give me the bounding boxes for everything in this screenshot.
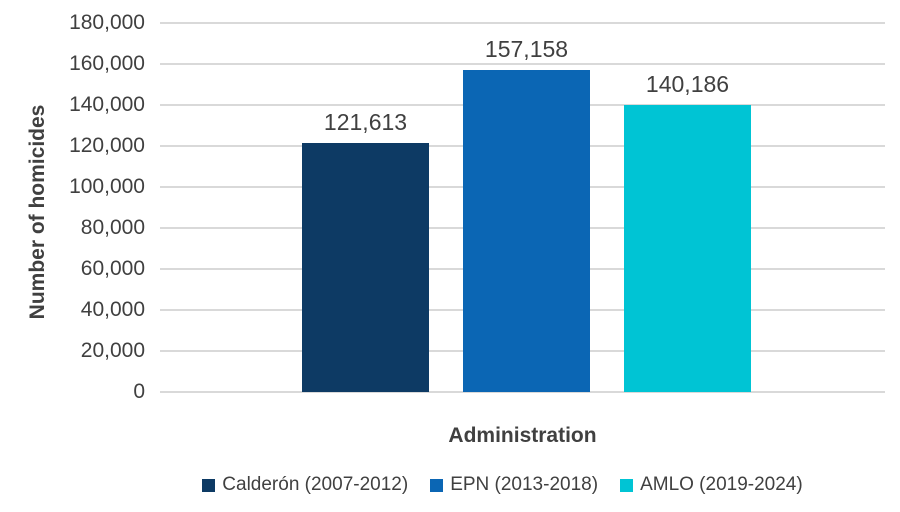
x-axis-title: Administration bbox=[448, 424, 597, 447]
bar-value-label: 121,613 bbox=[323, 108, 408, 135]
y-axis-tick-label: 160,000 bbox=[69, 52, 145, 75]
legend: Calderón (2007-2012) EPN (2013-2018) AMLO … bbox=[105, 472, 900, 498]
bar-value-label: 140,186 bbox=[645, 70, 730, 97]
legend-swatch-icon bbox=[430, 478, 444, 492]
legend-item: EPN (2013-2018) bbox=[430, 474, 598, 496]
y-axis-tick-label: 80,000 bbox=[80, 216, 145, 239]
y-axis-tick-label: 60,000 bbox=[80, 257, 145, 280]
y-axis-tick-label: 40,000 bbox=[80, 298, 145, 321]
legend-item: AMLO (2019-2024) bbox=[620, 474, 803, 496]
legend-swatch-icon bbox=[620, 478, 634, 492]
y-axis-tick-label: 180,000 bbox=[69, 11, 145, 34]
gridline bbox=[160, 63, 885, 65]
bar-value-label: 157,158 bbox=[484, 35, 569, 62]
gridline bbox=[160, 22, 885, 24]
y-axis-tick-label: 0 bbox=[133, 380, 145, 403]
y-axis-tick-label: 20,000 bbox=[80, 339, 145, 362]
y-axis-tick-label: 120,000 bbox=[69, 134, 145, 157]
y-axis-tick-label: 100,000 bbox=[69, 175, 145, 198]
legend-swatch-icon bbox=[202, 478, 216, 492]
bar-2 bbox=[463, 69, 590, 392]
plot-area: 121,613 157,158 140,186 bbox=[160, 22, 885, 393]
legend-item: Calderón (2007-2012) bbox=[202, 474, 408, 496]
legend-label: AMLO (2019-2024) bbox=[640, 474, 803, 495]
gridline bbox=[160, 391, 885, 393]
legend-label: EPN (2013-2018) bbox=[450, 474, 599, 495]
legend-label: Calderón (2007-2012) bbox=[222, 474, 409, 495]
bar-1 bbox=[302, 142, 429, 392]
y-axis-tick-label: 140,000 bbox=[69, 93, 145, 116]
bar-3 bbox=[624, 104, 751, 392]
